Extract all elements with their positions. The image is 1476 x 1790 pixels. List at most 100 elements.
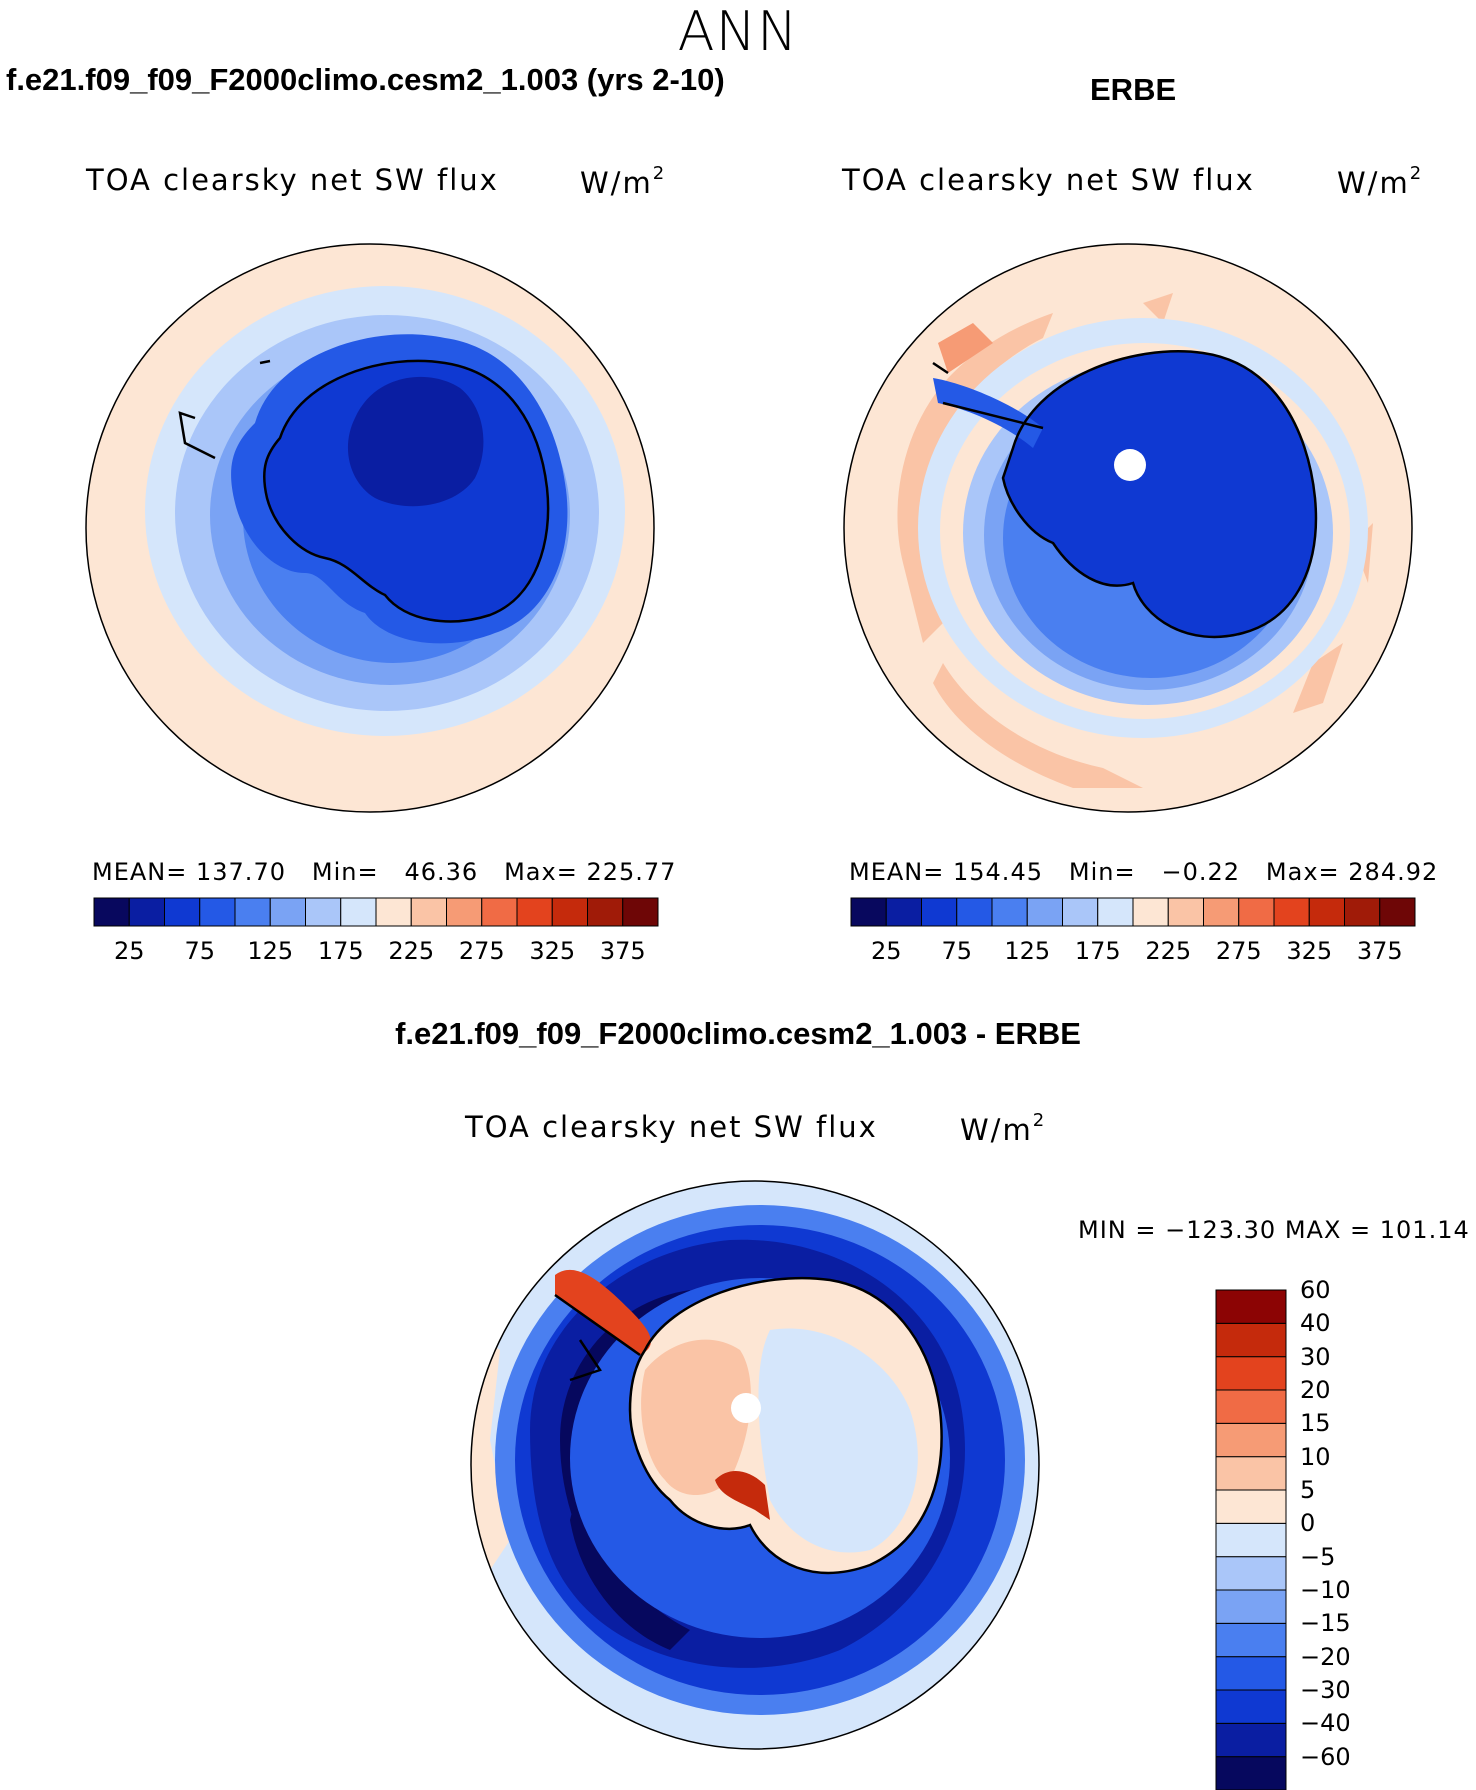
model-colorbar-bin (446, 897, 483, 927)
model-coastline (178, 359, 550, 623)
obs-colorbar-tick-label: 125 (1004, 937, 1051, 965)
diff-colorbar-bin (1215, 1356, 1287, 1391)
obs-units: W/m2 (1337, 163, 1422, 200)
model-colorbar-tick-label: 325 (529, 937, 576, 965)
obs-colorbar-tick-label: 25 (870, 937, 902, 965)
model-contour-50 (347, 376, 484, 507)
diff-ross-40 (715, 1470, 770, 1520)
diff-colorbar-tick-label: 60 (1300, 1276, 1331, 1304)
obs-case-title: ERBE (1090, 72, 1177, 107)
obs-colorbar-tick-label: 275 (1215, 937, 1262, 965)
model-case-title: f.e21.f09_f09_F2000climo.cesm2_1.003 (yr… (6, 62, 725, 97)
diff-colorbar-bin (1215, 1622, 1287, 1658)
model-stats: MEAN= 137.70 Min= 46.36 Max= 225.77 (92, 858, 677, 886)
obs-colorbar-bin (1379, 897, 1416, 927)
diff-colorbar-ticks: −60 −40 −30 −20 −15 −10 −5 0 5 10 15 20 30 40 60 (1300, 1276, 1420, 1790)
obs-contour-75 (1003, 351, 1316, 637)
model-colorbar-ticks: 25 75 125 175 225 275 325 375 (94, 937, 658, 967)
obs-colorbar-bin (1132, 897, 1169, 927)
diff-colorbar-tick-label: 5 (1300, 1476, 1316, 1504)
obs-colorbar-tick-label: 375 (1356, 937, 1403, 965)
diff-colorbar-tick-label: 30 (1300, 1342, 1331, 1371)
model-colorbar-bin (93, 897, 130, 927)
obs-pole-hole (1114, 449, 1146, 481)
diff-colorbar-tick-label: −10 (1300, 1576, 1351, 1604)
model-colorbar-bin (234, 897, 271, 927)
model-colorbar-bin (622, 897, 659, 927)
obs-colorbar-bin (1062, 897, 1099, 927)
diff-colorbar-bin (1215, 1322, 1287, 1358)
obs-colorbar-tick-label: 325 (1286, 937, 1333, 965)
diff-colorbar-tick-label: −40 (1300, 1709, 1351, 1738)
diff-minmax: MIN = −123.30 MAX = 101.14 (1078, 1216, 1470, 1244)
diff-variable-title: TOA clearsky net SW flux (465, 1110, 878, 1144)
obs-colorbar-bin (1203, 897, 1240, 927)
obs-colorbar-tick-label: 75 (941, 937, 973, 965)
diff-colorbar-bin (1215, 1656, 1287, 1691)
obs-colorbar-bin (921, 897, 958, 927)
obs-contour-250-west (897, 313, 1053, 643)
model-colorbar-tick-label: 175 (317, 937, 364, 965)
obs-contour-250-south (933, 663, 1143, 788)
obs-colorbar-bin (1097, 897, 1134, 927)
diff-contour-minus5-east (758, 1328, 918, 1553)
obs-colorbar-ticks: 25 75 125 175 225 275 325 375 (851, 937, 1415, 967)
model-colorbar-bin (128, 897, 165, 927)
diff-colorbar-bin (1215, 1422, 1287, 1458)
obs-colorbar-bin (1026, 897, 1063, 927)
diff-colorbar-bin (1215, 1489, 1287, 1524)
obs-colorbar-bin (1308, 897, 1345, 927)
model-colorbar-tick-label: 375 (599, 937, 646, 965)
obs-coastline (932, 350, 1318, 639)
diff-case-title: f.e21.f09_f09_F2000climo.cesm2_1.003 - E… (395, 1016, 1081, 1051)
diff-colorbar-tick-label: 15 (1300, 1409, 1331, 1438)
diff-colorbar-tick-label: −60 (1300, 1742, 1351, 1771)
model-colorbar-tick-label: 225 (388, 937, 435, 965)
diff-colorbar-bin (1215, 1689, 1287, 1724)
model-colorbar-tick-label: 275 (458, 937, 505, 965)
obs-colorbar-bin (1167, 897, 1204, 927)
diff-colorbar-bin (1215, 1289, 1287, 1324)
obs-variable-title: TOA clearsky net SW flux (842, 163, 1255, 197)
diff-colorbar-tick-label: −20 (1300, 1642, 1351, 1671)
model-colorbar-bin (516, 897, 553, 927)
diff-pole-hole (731, 1393, 761, 1423)
model-map-border (85, 243, 655, 813)
model-colorbar-bin (587, 897, 624, 927)
diff-colorbar-bin (1215, 1522, 1287, 1558)
model-colorbar-tick-label: 25 (113, 937, 145, 965)
diff-colorbar-tick-label: 0 (1300, 1509, 1316, 1538)
obs-colorbar-bin (956, 897, 993, 927)
diff-colorbar-bin (1215, 1589, 1287, 1624)
model-variable-title: TOA clearsky net SW flux (86, 163, 499, 197)
obs-colorbar-bin (991, 897, 1028, 927)
obs-colorbar-tick-label: 175 (1074, 937, 1121, 965)
model-colorbar-bin (164, 897, 201, 927)
obs-map-border (843, 243, 1413, 813)
obs-polar-map (843, 243, 1413, 813)
diff-peninsula-30 (555, 1269, 651, 1355)
model-colorbar-bin (305, 897, 342, 927)
obs-stats: MEAN= 154.45 Min= −0.22 Max= 284.92 (849, 858, 1439, 886)
obs-colorbar-bin (850, 897, 887, 927)
diff-contour-10-west (641, 1339, 751, 1495)
obs-colorbar-bin (1273, 897, 1310, 927)
diff-colorbar-tick-label: −30 (1300, 1676, 1351, 1704)
diff-colorbar-tick-label: −5 (1300, 1542, 1336, 1571)
obs-contour-275-patch (938, 323, 993, 373)
model-colorbar-bin (340, 897, 377, 927)
diff-colorbar-tick-label: −15 (1300, 1609, 1351, 1638)
model-colorbar-bin (481, 897, 518, 927)
diff-colorbar-bin (1215, 1389, 1287, 1424)
obs-colorbar-bin (1238, 897, 1275, 927)
obs-colorbar-tick-label: 225 (1145, 937, 1192, 965)
model-colorbar-bin (269, 897, 306, 927)
obs-colorbar-bin (885, 897, 922, 927)
diff-colorbar-bin (1215, 1456, 1287, 1491)
model-units: W/m2 (580, 163, 665, 200)
diff-colorbar-bin (1215, 1556, 1287, 1591)
model-colorbar-bin (410, 897, 447, 927)
model-colorbar-bin (551, 897, 588, 927)
model-colorbar-tick-label: 125 (247, 937, 294, 965)
diff-colorbar (1215, 1289, 1287, 1790)
